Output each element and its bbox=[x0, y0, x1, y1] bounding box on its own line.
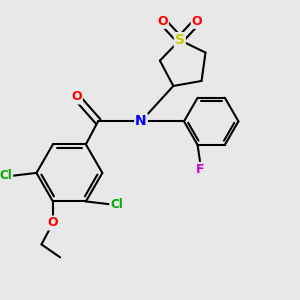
Text: Cl: Cl bbox=[0, 169, 12, 182]
Text: O: O bbox=[157, 15, 168, 28]
Text: S: S bbox=[175, 33, 185, 47]
Text: N: N bbox=[135, 114, 147, 128]
Text: F: F bbox=[196, 163, 205, 176]
Text: O: O bbox=[192, 15, 202, 28]
Text: Cl: Cl bbox=[110, 198, 123, 211]
Text: O: O bbox=[71, 91, 82, 103]
Text: O: O bbox=[48, 216, 58, 230]
